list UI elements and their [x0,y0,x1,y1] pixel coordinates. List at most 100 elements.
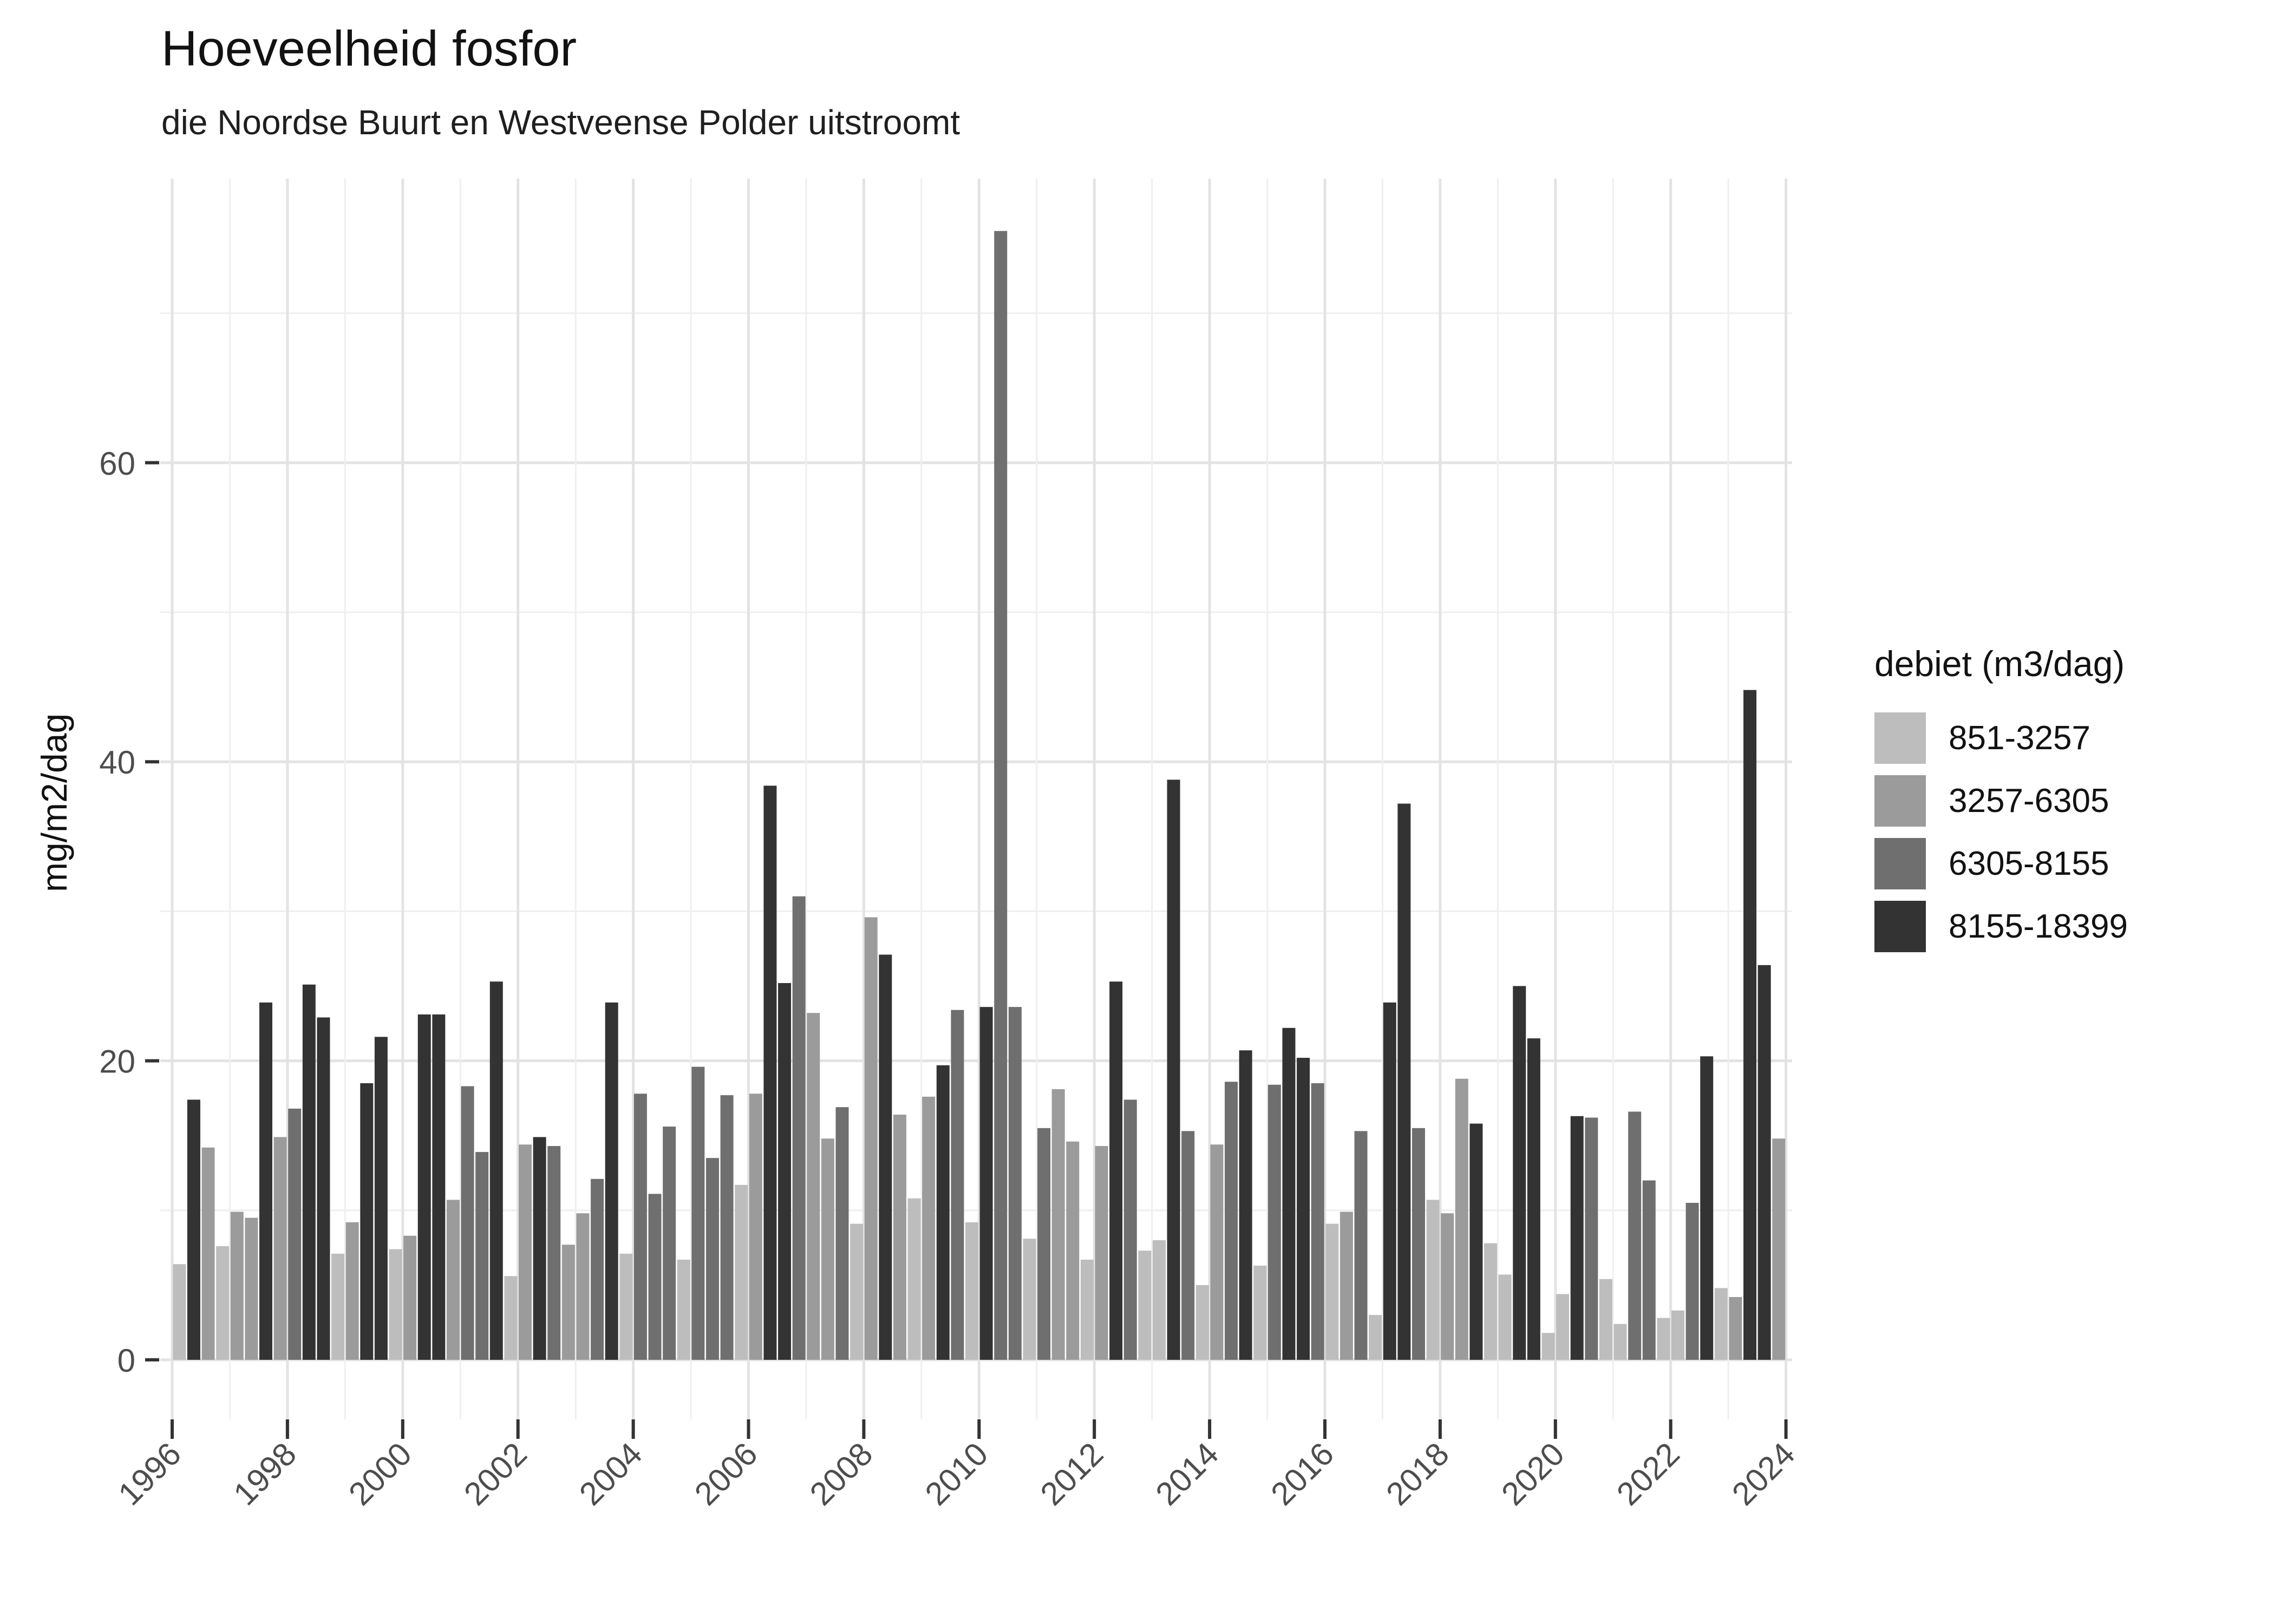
bar [1152,1240,1166,1360]
bar [965,1222,978,1360]
legend-label: 3257-6305 [1949,782,2109,820]
y-tick-label: 40 [99,744,135,781]
bar [432,1014,446,1360]
bar [1051,1089,1065,1360]
bar [504,1276,518,1360]
bar [187,1099,200,1360]
bar [446,1200,460,1360]
bar [1469,1123,1483,1360]
bar [778,983,792,1360]
bar [648,1194,662,1360]
x-tick-label: 2018 [1379,1436,1456,1512]
bar [677,1259,690,1360]
bar [1671,1310,1685,1360]
bar [1585,1117,1598,1360]
legend-item: 3257-6305 [1874,775,2128,827]
bar [1239,1050,1252,1360]
bar [1369,1315,1382,1360]
x-tick-label: 2004 [572,1436,649,1512]
bar [547,1146,561,1360]
bar [1297,1058,1310,1360]
bar [1642,1180,1656,1360]
legend-title: debiet (m3/dag) [1874,644,2125,684]
bar [173,1264,186,1360]
bar [663,1127,676,1360]
bar [1109,981,1123,1360]
bar [864,917,878,1360]
bar [1757,965,1771,1360]
bar [1383,1002,1396,1360]
bar [850,1223,864,1360]
bar [273,1137,287,1360]
bar [1498,1274,1512,1360]
bar [1729,1296,1742,1360]
bar [735,1184,748,1360]
bar [705,1158,719,1360]
bar [893,1115,906,1360]
bar [994,231,1008,1360]
bar [245,1217,258,1360]
bar [1210,1144,1224,1360]
bar [1080,1259,1094,1360]
x-tick-label: 2024 [1725,1436,1802,1512]
bar [1426,1200,1440,1360]
x-tick-label: 2000 [342,1436,419,1512]
bar [633,1093,647,1360]
x-tick-label: 2002 [457,1436,534,1512]
bar [259,1002,272,1360]
legend: debiet (m3/dag) 851-3257 3257-6305 6305-… [1874,643,2128,964]
legend-label: 851-3257 [1949,719,2091,757]
bar [1023,1239,1036,1360]
bar [1527,1038,1540,1360]
bar [302,984,316,1360]
legend-swatch-light-gray [1874,712,1926,764]
bar [619,1253,633,1360]
x-tick-label: 1996 [111,1436,188,1512]
bar [1167,780,1180,1360]
bar [331,1253,345,1360]
bar [763,785,777,1360]
bar [389,1249,402,1360]
bar [475,1152,489,1360]
bar [1339,1212,1353,1360]
bar [561,1245,575,1360]
bar [1267,1084,1281,1360]
x-tick-label: 2014 [1149,1436,1226,1512]
bar [461,1086,474,1360]
bar [591,1178,604,1360]
chart-subtitle: die Noordse Buurt en Westveense Polder u… [161,103,960,142]
bar [1008,1007,1022,1360]
bar [403,1235,417,1360]
bar [1181,1131,1195,1360]
bar [835,1107,849,1360]
bar [1570,1116,1584,1360]
x-tick-label: 2016 [1264,1436,1341,1512]
bar [951,1010,964,1360]
x-tick-label: 2010 [918,1436,995,1512]
bar [1484,1243,1498,1360]
bar [1541,1333,1555,1360]
y-tick-label: 60 [99,446,135,482]
x-tick-label: 2012 [1034,1436,1110,1512]
bar [374,1037,388,1360]
bar [1772,1138,1786,1360]
bar [519,1144,532,1360]
x-tick-label: 2020 [1494,1436,1571,1512]
bar [576,1213,590,1360]
y-tick-label: 0 [117,1343,135,1379]
bar [1095,1146,1108,1360]
bar [821,1138,834,1360]
bar [1412,1128,1425,1360]
bar [1225,1082,1238,1360]
bar [1325,1223,1339,1360]
bar [720,1095,734,1360]
bar [1657,1318,1670,1360]
bar [1397,803,1411,1360]
legend-item: 6305-8155 [1874,838,2128,889]
bar [1282,1027,1296,1360]
bar [216,1246,230,1360]
bar [605,1002,618,1360]
bar [288,1108,302,1360]
bar [792,896,806,1360]
